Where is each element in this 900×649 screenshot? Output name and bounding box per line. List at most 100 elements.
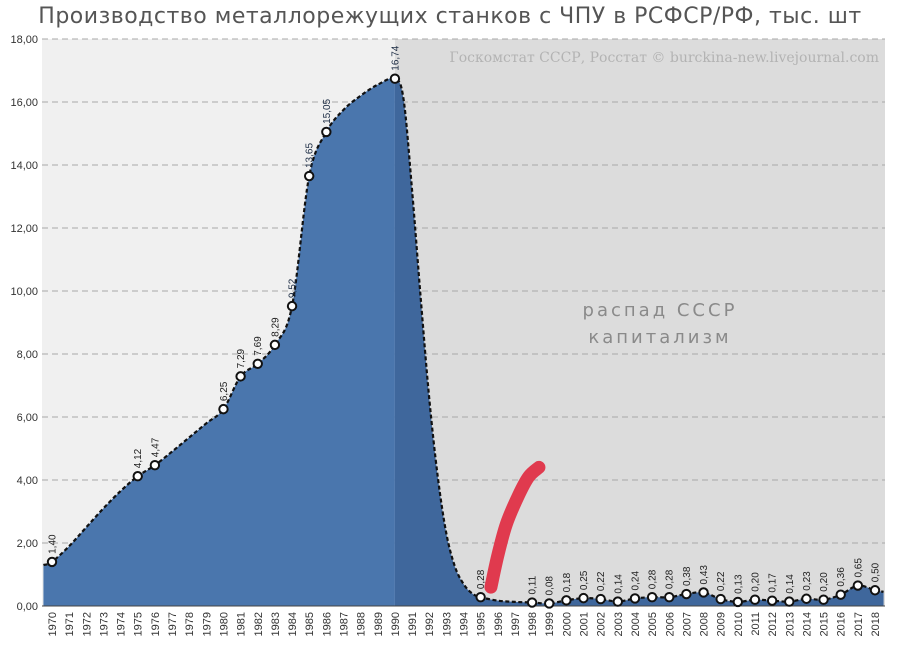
x-tick-label: 1975 — [133, 612, 145, 636]
data-label: 0,65 — [853, 558, 864, 578]
data-label: 16,74 — [390, 45, 401, 70]
x-tick-label: 2009 — [716, 612, 728, 636]
data-label: 13,65 — [305, 143, 316, 168]
data-label: 0,24 — [630, 571, 641, 591]
data-point — [749, 594, 761, 605]
axes: 0,00 2,00 4,00 6,00 8,00 10,00 12,00 14,00 16,00… — [10, 34, 885, 636]
x-tick-label: 1985 — [304, 612, 316, 636]
x-tick-label: 1976 — [150, 612, 162, 636]
data-point — [732, 596, 744, 608]
data-point — [321, 126, 332, 138]
data-label: 0,17 — [768, 573, 779, 593]
x-tick-label: 1970 — [47, 612, 59, 636]
data-point — [303, 170, 315, 182]
data-point — [252, 358, 263, 369]
data-label: 0,28 — [665, 569, 676, 589]
chart-title: Производство металлорежущих станков с ЧП… — [38, 4, 862, 29]
data-label: 0,08 — [545, 576, 556, 596]
data-point — [46, 556, 58, 568]
x-tick-label: 2014 — [801, 612, 813, 636]
x-tick-label: 1999 — [544, 612, 556, 636]
data-point — [218, 403, 229, 415]
data-point — [612, 596, 624, 607]
x-tick-label: 1983 — [270, 612, 282, 636]
x-tick-label: 1978 — [184, 612, 196, 636]
data-point — [766, 595, 778, 606]
x-tick-label: 1987 — [338, 612, 350, 636]
data-label: 1,40 — [48, 534, 59, 554]
y-tick-label: 16,00 — [10, 97, 38, 109]
x-tick-label: 2001 — [579, 612, 591, 636]
data-label: 0,18 — [562, 572, 573, 592]
chart-text: Госкомстат СССР, Росстат © burckina-new.… — [449, 50, 879, 348]
x-tick-label: 2005 — [647, 612, 659, 636]
x-tick-label: 2004 — [630, 612, 642, 636]
data-label: 0,11 — [528, 575, 539, 594]
annotation-ussr-collapse: распад СССР — [583, 300, 738, 321]
x-tick-label: 2016 — [836, 612, 848, 636]
data-label: 4,12 — [133, 448, 144, 468]
series-line — [43, 77, 884, 605]
x-tick-label: 2018 — [870, 612, 882, 636]
x-tick-label: 1986 — [321, 612, 333, 636]
data-label: 0,22 — [596, 571, 607, 591]
x-tick-label: 2008 — [699, 612, 711, 636]
x-tick-label: 2002 — [596, 612, 608, 636]
data-label: 7,29 — [236, 348, 247, 368]
x-tick-label: 2013 — [784, 612, 796, 636]
data-label: 0,14 — [785, 574, 796, 594]
data-point — [595, 593, 606, 605]
data-label: 0,28 — [648, 569, 659, 589]
x-tick-label: 2012 — [767, 612, 779, 636]
data-label: 0,36 — [836, 567, 847, 587]
x-tick-label: 2011 — [750, 612, 762, 636]
data-point — [869, 585, 881, 596]
data-label: 0,20 — [750, 572, 761, 592]
area-fill-post-ussr — [394, 78, 884, 606]
y-tick-label: 2,00 — [17, 538, 38, 550]
x-tick-label: 1973 — [98, 612, 110, 636]
x-tick-label: 1974 — [116, 612, 128, 636]
x-tick-label: 1977 — [167, 612, 179, 636]
y-tick-label: 6,00 — [17, 412, 38, 424]
data-label: 15,05 — [322, 98, 333, 123]
data-label: 0,22 — [716, 571, 727, 591]
data-point — [835, 589, 846, 600]
data-label: 0,20 — [819, 572, 830, 592]
plot-bg-shaded — [394, 39, 885, 606]
x-tick-label: 2017 — [853, 612, 865, 636]
data-point — [235, 371, 246, 382]
data-point — [698, 587, 709, 598]
data-point — [784, 596, 795, 607]
data-markers — [46, 73, 881, 609]
data-labels: 1,40 4,12 4,47 6,25 7,29 7,69 8,29 9,52 13,65 15,… — [48, 45, 882, 595]
data-point — [561, 595, 572, 606]
data-point — [149, 459, 161, 471]
x-tick-label: 1989 — [373, 612, 385, 636]
data-point — [132, 471, 143, 482]
y-tick-label: 14,00 — [10, 160, 38, 172]
x-tick-label: 1997 — [510, 612, 522, 636]
data-point — [852, 580, 864, 591]
x-tick-label: 1993 — [441, 612, 453, 636]
data-label: 0,50 — [871, 562, 882, 582]
data-point — [389, 73, 401, 84]
data-label: 0,14 — [613, 574, 624, 594]
x-tick-label: 2000 — [561, 612, 573, 636]
data-point — [681, 588, 692, 600]
area-fill-ussr — [43, 78, 395, 606]
x-tick-label: 2015 — [819, 612, 831, 636]
data-point — [629, 593, 641, 604]
data-label: 0,28 — [476, 569, 487, 589]
x-tick-label: 1992 — [424, 612, 436, 636]
x-tick-label: 1980 — [218, 612, 230, 636]
data-point — [544, 598, 555, 609]
data-label: 7,69 — [253, 336, 264, 356]
x-tick-label: 1991 — [407, 612, 419, 636]
x-tick-label: 1990 — [390, 612, 402, 636]
x-tick-label: 1979 — [201, 612, 213, 636]
x-tick-label: 1972 — [81, 612, 93, 636]
data-point — [286, 300, 298, 312]
data-label: 0,38 — [682, 566, 693, 586]
